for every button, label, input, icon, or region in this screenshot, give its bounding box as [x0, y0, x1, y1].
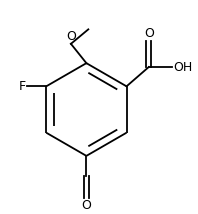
Text: O: O [66, 30, 76, 43]
Text: O: O [144, 27, 154, 40]
Text: F: F [19, 80, 26, 93]
Text: OH: OH [173, 61, 192, 74]
Text: O: O [81, 199, 91, 212]
